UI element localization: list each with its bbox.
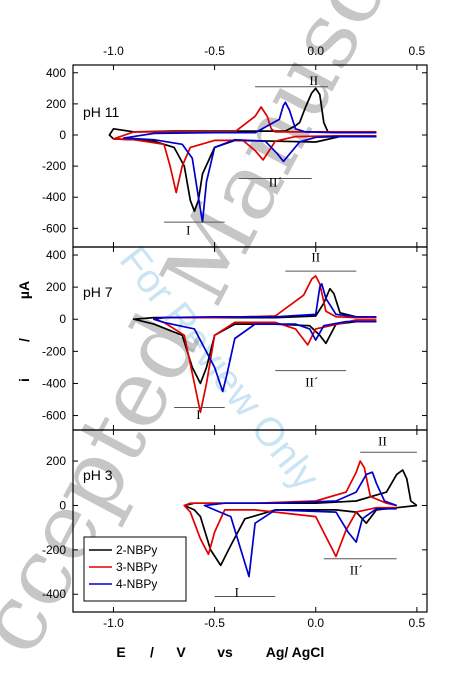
y-tick-label-ph-11: -400: [42, 190, 66, 204]
x-tick-label-top: -1.0: [103, 44, 124, 58]
x-axis-slash: /: [150, 644, 154, 660]
peak-label-ii-ph-11: II: [309, 73, 318, 88]
y-tick-label-ph-3: -200: [42, 543, 66, 557]
x-tick-label-bottom: -1.0: [103, 616, 124, 630]
panel-label-ph-3: pH 3: [83, 467, 113, 483]
x-tick-label-bottom: 0.0: [307, 616, 324, 630]
x-tick-label-bottom: 0.5: [409, 616, 426, 630]
y-tick-label-ph-7: -400: [42, 376, 66, 390]
x-axis-unit: V: [176, 644, 186, 660]
panel-frame-ph-3: [72, 429, 428, 613]
peak-label-i-ph-7: I: [196, 407, 200, 422]
y-tick-label-ph-7: -600: [42, 409, 66, 423]
panel-label-ph-7: pH 7: [83, 284, 113, 300]
x-axis-vs: vs: [217, 644, 233, 660]
series-line-2-nbpy-ph-7: [132, 287, 377, 385]
y-tick-label-ph-3: 200: [46, 454, 66, 468]
peak-label-ii-ph-3: II´: [350, 562, 363, 577]
legend-label-3-nbpy: 3-NBPy: [116, 560, 157, 574]
y-axis-unit: µA: [16, 281, 32, 299]
x-tick-label-top: -0.5: [204, 44, 225, 58]
x-axis-reference: Ag/ AgCl: [266, 644, 325, 660]
series-line-2-nbpy-ph-3: [183, 469, 418, 567]
y-axis-slash: /: [16, 338, 32, 342]
series-line-4-nbpy-ph-7: [153, 283, 377, 393]
peak-label-i-ph-3: I: [235, 584, 239, 599]
series-line-2-nbpy-ph-11: [108, 87, 377, 213]
legend-label-2-nbpy: 2-NBPy: [116, 543, 157, 557]
series-line-3-nbpy-ph-11: [112, 106, 377, 194]
legend-label-4-nbpy: 4-NBPy: [116, 577, 157, 591]
peak-label-i-ph-11: I: [186, 223, 190, 238]
peak-label-ii-ph-7: II´: [305, 375, 318, 390]
y-axis-symbol: i: [16, 378, 32, 382]
peak-label-ii-ph-11: II´: [269, 174, 282, 189]
legend-box: [83, 536, 187, 602]
y-tick-label-ph-7: 200: [46, 280, 66, 294]
series-line-4-nbpy-ph-3: [203, 471, 397, 578]
y-tick-label-ph-7: 0: [59, 312, 66, 326]
x-tick-label-top: 0.5: [409, 44, 426, 58]
y-tick-label-ph-11: 200: [46, 97, 66, 111]
panel-label-ph-11: pH 11: [83, 104, 120, 120]
legend: 2-NBPy 3-NBPy 4-NBPy: [83, 536, 187, 602]
series-line-3-nbpy-ph-3: [183, 460, 397, 558]
panel-ph-3: -400 -200 0 200 pH 3 II II´ I: [42, 429, 428, 613]
peak-label-ii-ph-7: II: [311, 249, 320, 264]
y-tick-label-ph-3: -400: [42, 587, 66, 601]
x-axis-symbol: E: [116, 644, 125, 660]
y-tick-label-ph-3: 0: [59, 498, 66, 512]
y-tick-label-ph-11: 0: [59, 128, 66, 142]
y-axis-title: i / µA: [16, 281, 32, 382]
x-axis-title: E / V vs Ag/ AgCl: [116, 644, 324, 660]
series-line-4-nbpy-ph-11: [122, 101, 377, 223]
y-tick-label-ph-11: -200: [42, 159, 66, 173]
x-tick-label-bottom: -0.5: [204, 616, 225, 630]
y-tick-label-ph-7: -200: [42, 344, 66, 358]
panel-ph-7: -600 -400 -200 0 200 400 pH 7 II II´ I: [42, 246, 428, 431]
peak-label-ii-ph-3: II: [378, 434, 387, 449]
y-tick-label-ph-11: -600: [42, 221, 66, 235]
x-tick-label-top: 0.0: [307, 44, 324, 58]
y-tick-label-ph-11: 400: [46, 66, 66, 80]
y-tick-label-ph-7: 400: [46, 248, 66, 262]
